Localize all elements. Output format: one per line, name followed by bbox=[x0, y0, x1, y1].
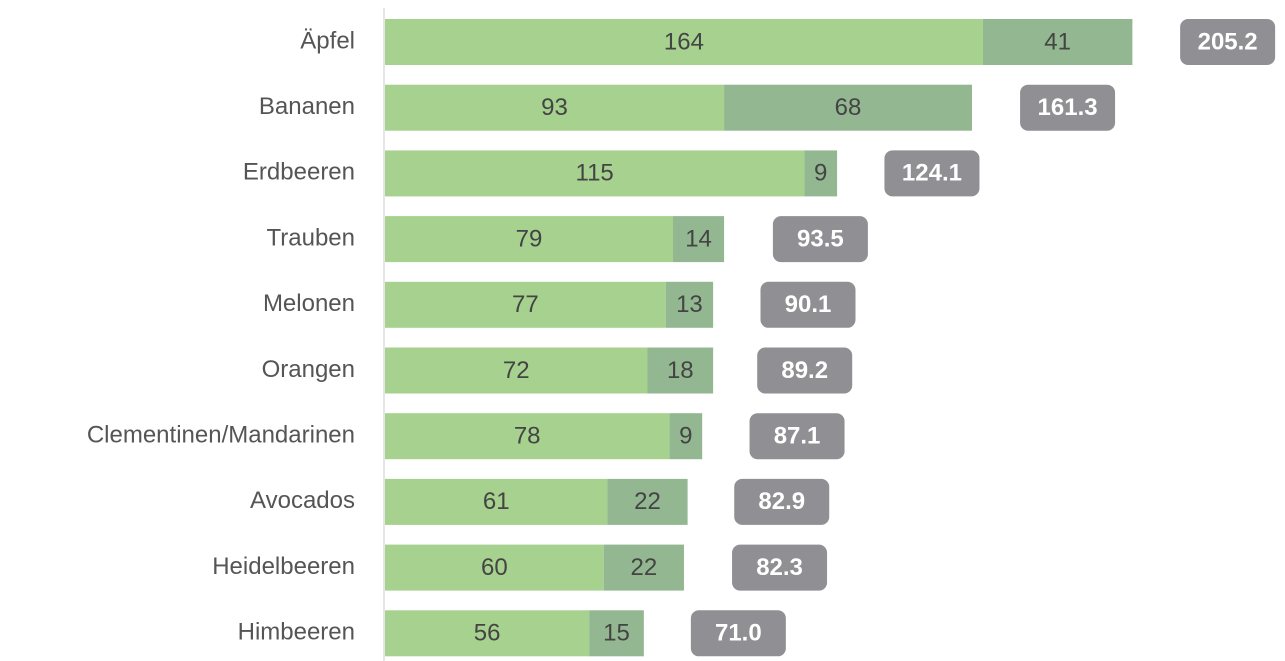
segment-label: 78 bbox=[514, 423, 541, 450]
segment-label: 61 bbox=[483, 488, 510, 515]
total-label: 93.5 bbox=[797, 225, 844, 252]
segment-label: 79 bbox=[516, 225, 543, 252]
bar-segment bbox=[385, 478, 608, 525]
total-label: 87.1 bbox=[774, 423, 821, 450]
total-badge bbox=[749, 413, 845, 460]
segment-label: 22 bbox=[634, 488, 661, 515]
segment-label: 9 bbox=[679, 423, 692, 450]
segment-label: 14 bbox=[685, 225, 712, 252]
total-badge bbox=[760, 281, 856, 328]
bar-segment bbox=[385, 216, 674, 263]
category-label: Äpfel bbox=[300, 27, 355, 54]
bar-segment bbox=[385, 84, 725, 131]
bar-segment bbox=[385, 281, 666, 328]
category-label: Bananen bbox=[259, 93, 355, 120]
category-label: Avocados bbox=[250, 487, 355, 514]
total-label: 71.0 bbox=[715, 620, 762, 647]
bar-segment bbox=[804, 150, 838, 197]
total-badge bbox=[690, 610, 786, 657]
bar-segment bbox=[673, 216, 725, 263]
bar-segment bbox=[669, 413, 703, 460]
segment-label: 60 bbox=[481, 554, 508, 581]
category-label: Clementinen/Mandarinen bbox=[87, 422, 355, 449]
segment-label: 164 bbox=[664, 28, 704, 55]
total-label: 124.1 bbox=[902, 160, 962, 187]
total-label: 161.3 bbox=[1038, 94, 1098, 121]
segment-label: 9 bbox=[814, 160, 827, 187]
total-label: 90.1 bbox=[785, 291, 832, 318]
total-label: 82.3 bbox=[756, 554, 803, 581]
bar-segment bbox=[647, 347, 714, 394]
total-label: 82.9 bbox=[758, 488, 805, 515]
category-label: Melonen bbox=[263, 290, 355, 317]
bar-segment bbox=[665, 281, 714, 328]
bar-segment bbox=[385, 413, 670, 460]
category-label: Trauben bbox=[267, 224, 356, 251]
category-label: Orangen bbox=[262, 356, 355, 383]
category-label: Heidelbeeren bbox=[212, 553, 355, 580]
segment-label: 15 bbox=[603, 620, 630, 647]
segment-label: 115 bbox=[576, 160, 614, 187]
bar-segment bbox=[603, 544, 684, 591]
bar-segment bbox=[982, 19, 1133, 65]
bar-segment bbox=[385, 347, 648, 394]
total-badge bbox=[757, 347, 853, 394]
segment-label: 13 bbox=[676, 291, 703, 318]
segment-label: 56 bbox=[474, 620, 501, 647]
bar-segment bbox=[385, 544, 604, 591]
segment-label: 41 bbox=[1044, 28, 1071, 55]
bar-segment bbox=[385, 19, 983, 65]
segment-label: 72 bbox=[503, 357, 530, 384]
category-label: Himbeeren bbox=[238, 619, 355, 646]
category-label: Erdbeeren bbox=[243, 159, 355, 186]
bar-segment bbox=[385, 150, 805, 197]
segment-label: 93 bbox=[541, 94, 568, 121]
total-label: 205.2 bbox=[1198, 28, 1258, 55]
segment-label: 68 bbox=[835, 94, 862, 121]
total-badge bbox=[772, 216, 868, 263]
total-badge bbox=[734, 478, 830, 525]
total-label: 89.2 bbox=[781, 357, 828, 384]
segment-label: 77 bbox=[512, 291, 539, 318]
bar-segment bbox=[385, 610, 590, 657]
total-badge bbox=[1180, 19, 1276, 65]
bar-segment bbox=[589, 610, 644, 657]
total-badge bbox=[732, 544, 828, 591]
total-badge bbox=[884, 150, 980, 197]
segment-label: 22 bbox=[631, 554, 658, 581]
segment-label: 18 bbox=[667, 357, 694, 384]
total-badge bbox=[1020, 84, 1116, 131]
bar-segment bbox=[724, 84, 972, 131]
bar-segment bbox=[607, 478, 688, 525]
